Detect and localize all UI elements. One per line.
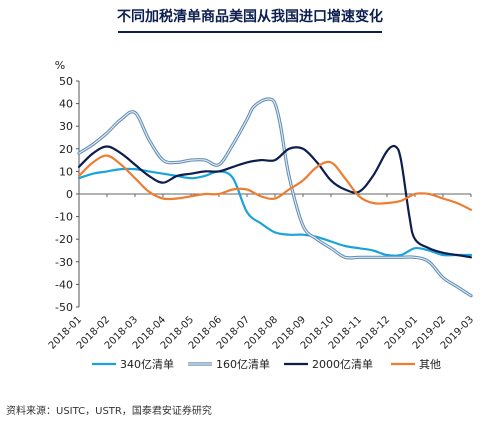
y-tick-label: -10 [55,211,73,224]
series-line-160-inner [78,98,472,297]
legend-label-0: 340亿清单 [120,358,174,371]
y-tick-label: 50 [59,75,73,88]
y-tick-label: 30 [59,120,73,133]
y-tick-label: -40 [55,278,73,291]
y-tick-label: -50 [55,301,73,314]
source-note: 资料来源：USITC，USTR，国泰君安证券研究 [6,406,212,417]
series-line-2 [77,144,473,259]
legend-label-2: 2000亿清单 [312,358,373,371]
legend-label-1: 160亿清单 [216,358,270,371]
y-tick-label: 20 [59,143,73,156]
y-tick-label: -20 [55,233,73,246]
y-axis-unit-label: % [55,59,65,72]
legend-label-3: 其他 [419,358,441,371]
y-tick-label: 0 [66,188,73,201]
title-underline [118,31,382,33]
y-tick-label: 40 [59,98,73,111]
series-line-160-outer [77,97,473,298]
y-tick-label: 10 [59,165,73,178]
series-line-0 [77,167,473,257]
series-line-3 [77,154,473,211]
chart-title: 不同加税清单商品美国从我国进口增速变化 [117,9,383,25]
y-tick-label: -30 [55,256,73,269]
